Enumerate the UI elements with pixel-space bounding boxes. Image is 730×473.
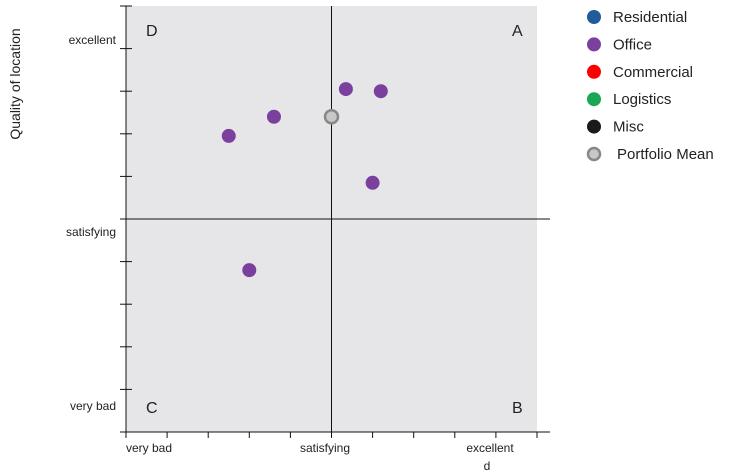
legend-label-commercial: Commercial — [613, 64, 693, 81]
office-point-5 — [242, 263, 257, 278]
legend-marker-logistics — [587, 92, 601, 107]
y-tick-label-very-bad: very bad — [70, 399, 116, 413]
y-tick-label-satisfying: satisfying — [66, 225, 116, 239]
legend-label-portfolio-mean: Portfolio Mean — [617, 146, 714, 163]
office-point-6 — [365, 175, 380, 190]
quadrant-label-b: B — [512, 400, 523, 417]
x-tick-label-very-bad: very bad — [126, 441, 172, 455]
quadrant-label-d: D — [146, 23, 158, 40]
office-point-4 — [266, 109, 281, 124]
legend-label-residential: Residential — [613, 9, 687, 26]
quadrant-label-c: C — [146, 400, 158, 417]
legend-label-misc: Misc — [613, 119, 644, 136]
office-point-2 — [338, 82, 353, 97]
y-axis-title: Quality of location — [7, 28, 23, 139]
legend-label-logistics: Logistics — [613, 91, 671, 108]
legend-marker-residential — [587, 10, 601, 24]
legend-marker-office — [587, 37, 601, 52]
legend-marker-misc — [587, 119, 601, 134]
office-point-1 — [221, 128, 236, 143]
legend-label-office: Office — [613, 36, 652, 53]
portfolio-mean-point-1 — [323, 109, 340, 125]
data-points — [221, 82, 388, 278]
x-axis-label-fragment: d — [484, 459, 491, 473]
x-tick-label-satisfying: satisfying — [300, 441, 350, 455]
quadrant-label-a: A — [512, 23, 523, 40]
x-tick-label-excellent: excellent — [466, 441, 514, 455]
office-point-3 — [373, 84, 388, 99]
legend: Residential Office Commercial Logistics Misc… — [586, 9, 714, 163]
y-tick-label-excellent: excellent — [69, 33, 117, 47]
legend-marker-portfolio-mean — [586, 146, 602, 162]
legend-marker-commercial — [587, 64, 601, 79]
